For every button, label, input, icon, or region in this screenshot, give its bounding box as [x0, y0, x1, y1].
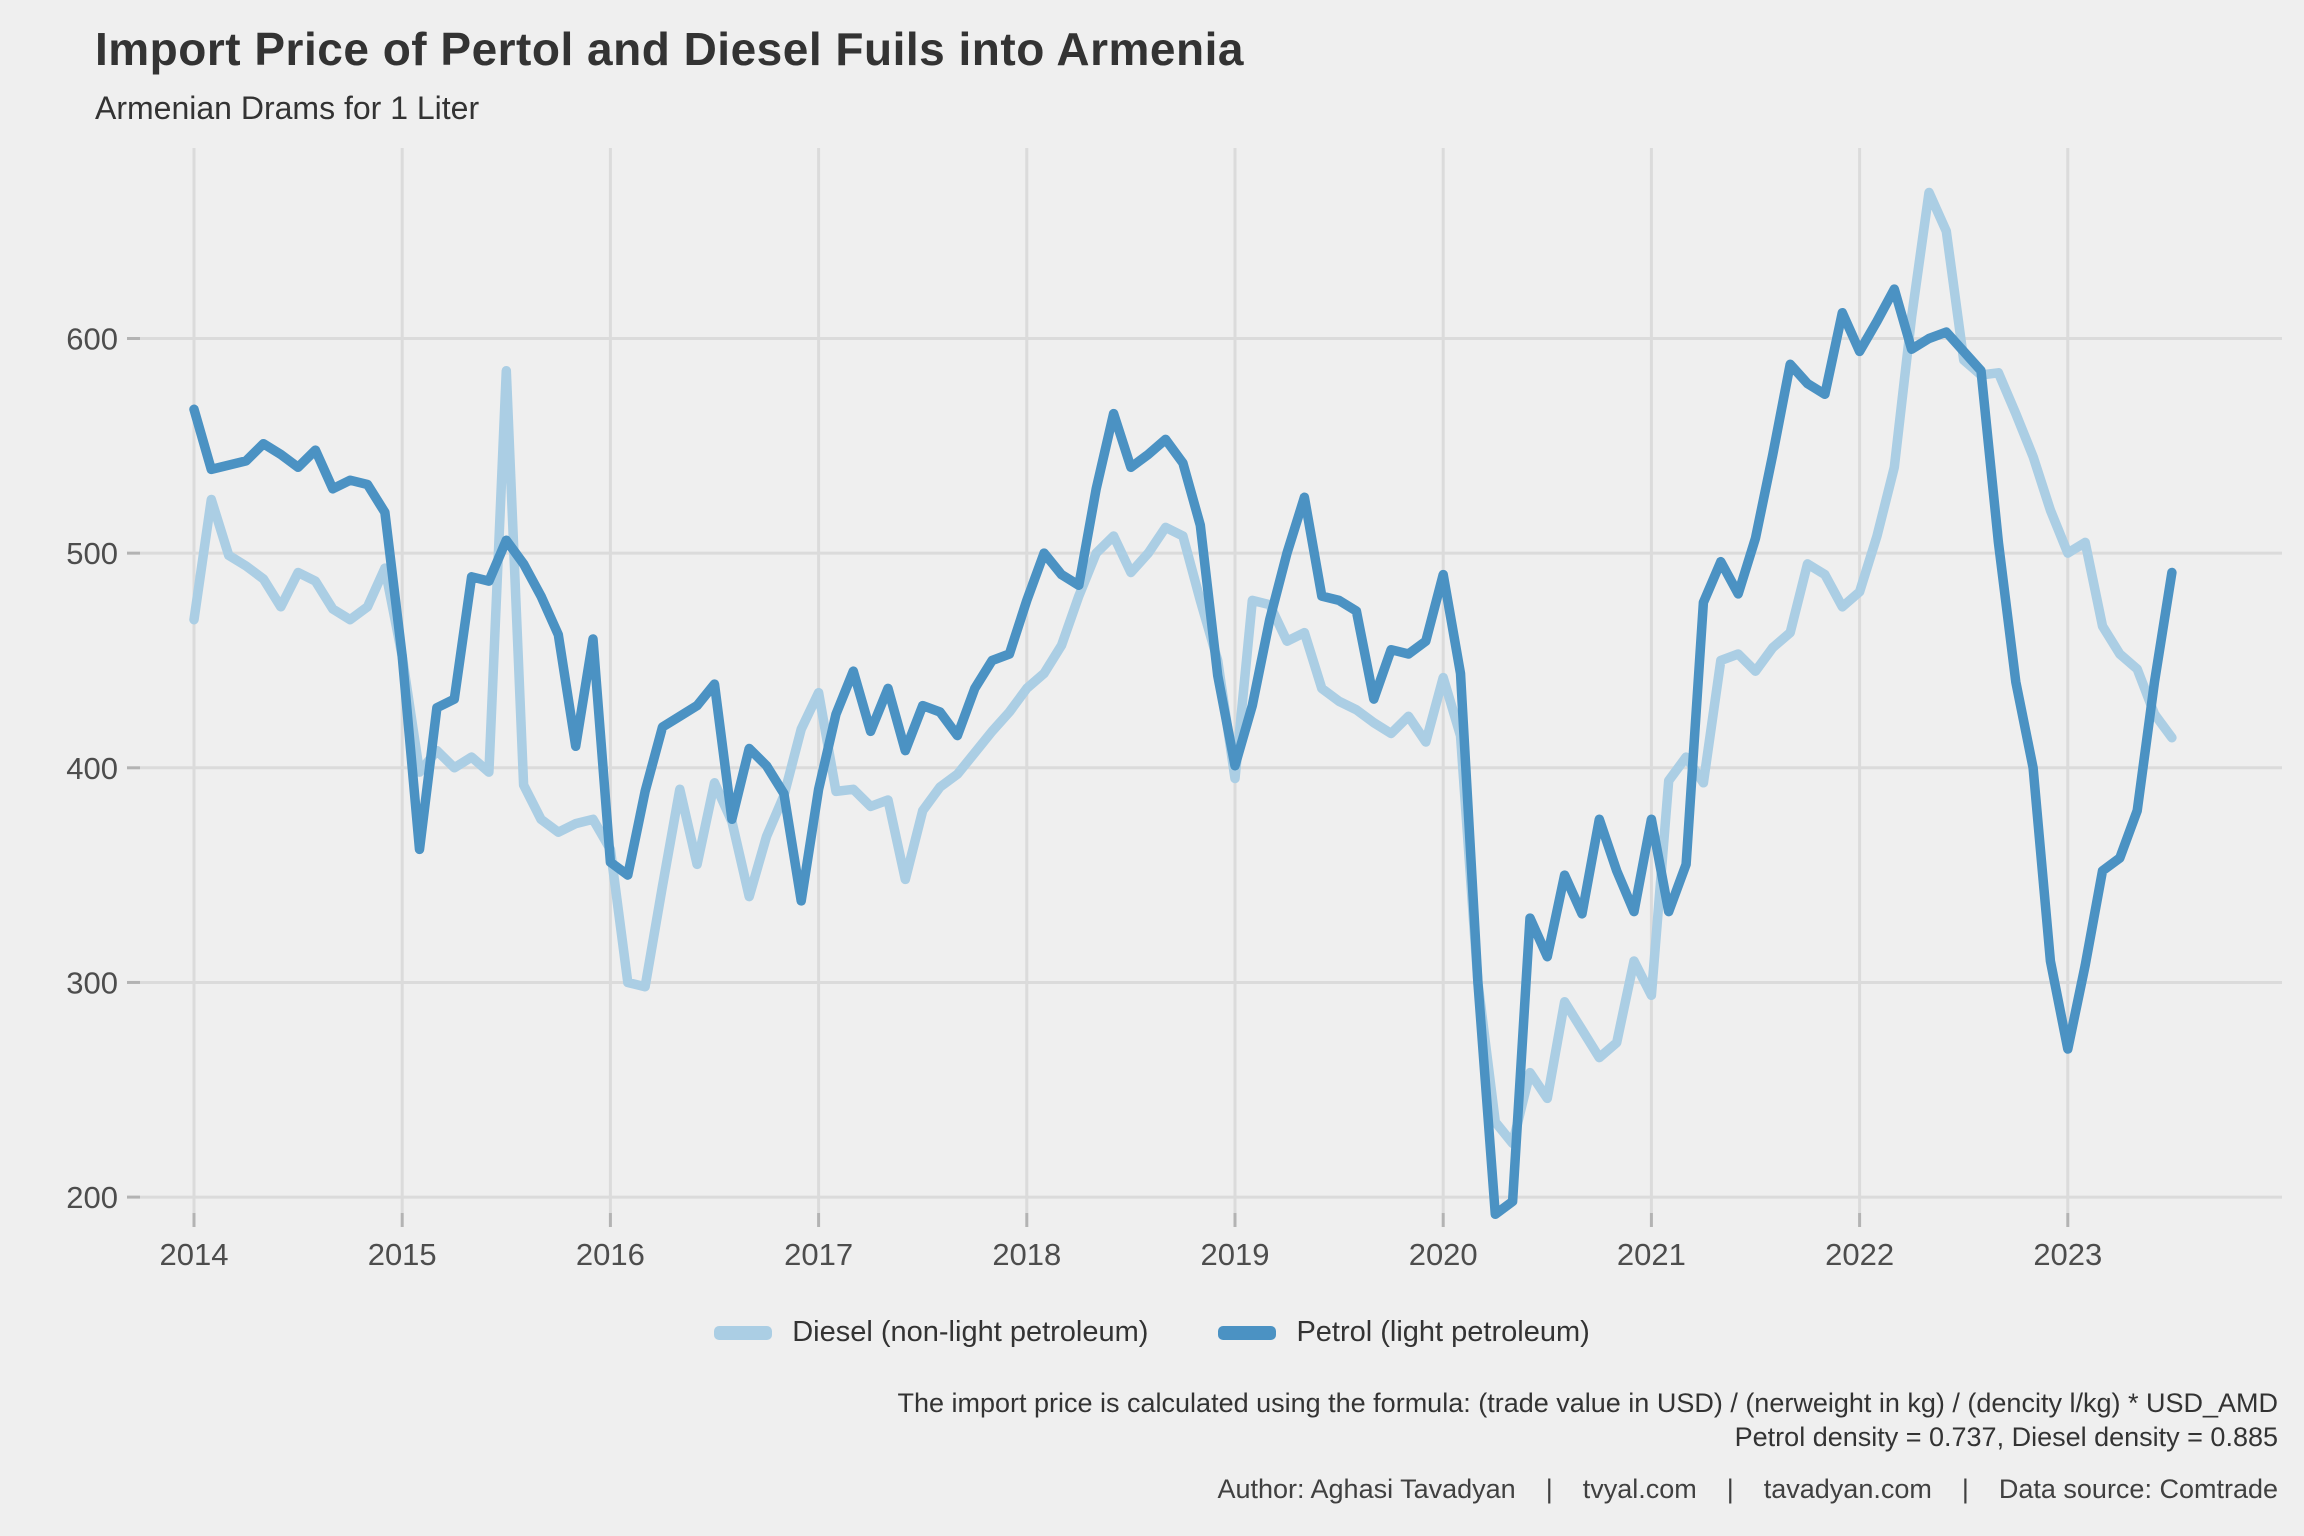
y-tick-label: 600 [66, 322, 118, 357]
x-tick-label: 2021 [1617, 1237, 1686, 1272]
x-tick-label: 2016 [576, 1237, 645, 1272]
diesel-line [189, 187, 2177, 1149]
x-tick-label: 2018 [992, 1237, 1061, 1272]
formula-caption-line1: The import price is calculated using the… [897, 1388, 2278, 1418]
petrol-legend-label: Petrol (light petroleum) [1296, 1316, 1590, 1348]
page-title: Import Price of Pertol and Diesel Fuils … [95, 23, 1244, 75]
legend-entry-petrol: Petrol (light petroleum) [1218, 1316, 1590, 1349]
legend-entry-diesel: Diesel (non-light petroleum) [714, 1316, 1148, 1349]
chart-legend: Diesel (non-light petroleum) Petrol (lig… [0, 1316, 2304, 1349]
petrol-line [189, 284, 2177, 1220]
x-tick-label: 2023 [2033, 1237, 2102, 1272]
y-tick-label: 400 [66, 751, 118, 786]
y-tick-label: 200 [66, 1180, 118, 1215]
x-tick-label: 2017 [784, 1237, 853, 1272]
y-tick-label: 500 [66, 536, 118, 571]
page-subtitle: Armenian Drams for 1 Liter [95, 90, 480, 126]
x-tick-label: 2014 [160, 1237, 229, 1272]
x-tick-label: 2020 [1409, 1237, 1478, 1272]
y-tick-label: 300 [66, 965, 118, 1000]
x-tick-label: 2015 [368, 1237, 437, 1272]
x-tick-label: 2022 [1825, 1237, 1894, 1272]
diesel-legend-label: Diesel (non-light petroleum) [792, 1316, 1149, 1348]
formula-caption-line2: Petrol density = 0.737, Diesel density =… [1734, 1422, 2278, 1452]
diesel-legend-swatch [714, 1325, 773, 1340]
x-tick-label: 2019 [1201, 1237, 1270, 1272]
formula-caption: The import price is calculated using the… [897, 1386, 2278, 1454]
author-caption: Author: Aghasi Tavadyan | tvyal.com | ta… [1217, 1474, 2278, 1504]
petrol-legend-swatch [1218, 1325, 1277, 1340]
